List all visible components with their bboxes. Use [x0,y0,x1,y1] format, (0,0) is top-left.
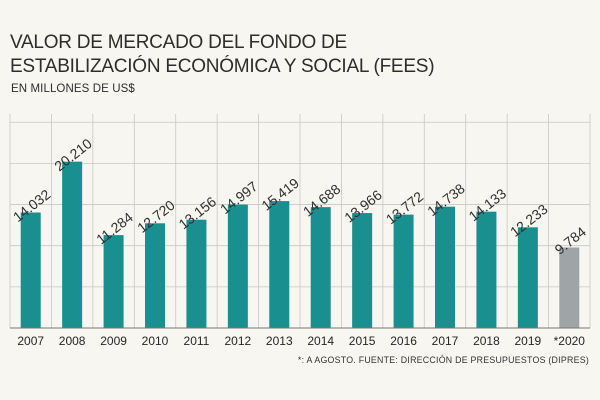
x-tick-label: 2009 [100,334,127,348]
chart-subtitle: EN MILLONES DE US$ [11,83,135,95]
x-tick-label: 2013 [266,334,293,348]
x-tick-label: 2010 [142,334,169,348]
bar [269,201,290,328]
bar [145,223,165,328]
bar [559,247,580,328]
bar [310,207,331,328]
bar [227,204,248,328]
x-tick-label: 2008 [59,334,86,348]
x-tick-label: 2018 [473,334,500,348]
bar [186,219,207,328]
bar [352,213,373,328]
bar [62,161,83,328]
x-tick-label: 2017 [432,334,459,348]
x-tick-label: 2011 [184,334,210,348]
bar [435,206,455,328]
bar [393,214,414,328]
x-tick-label: 2015 [349,334,376,348]
bar [20,212,41,328]
x-tick-label: *2020 [554,334,586,348]
x-tick-label: 2016 [390,334,417,348]
chart-title: VALOR DE MERCADO DEL FONDO DE ESTABILIZA… [10,32,435,77]
bar [103,235,124,328]
bar [517,227,538,328]
x-tick-label: 2007 [17,334,44,348]
bar [476,211,497,328]
x-tick-label: 2012 [225,334,252,348]
chart-footnote: *: A AGOSTO. FUENTE: DIRECCIÓN DE PRESUP… [297,355,589,365]
x-tick-label: 2014 [307,334,334,348]
x-tick-label: 2019 [515,334,542,348]
